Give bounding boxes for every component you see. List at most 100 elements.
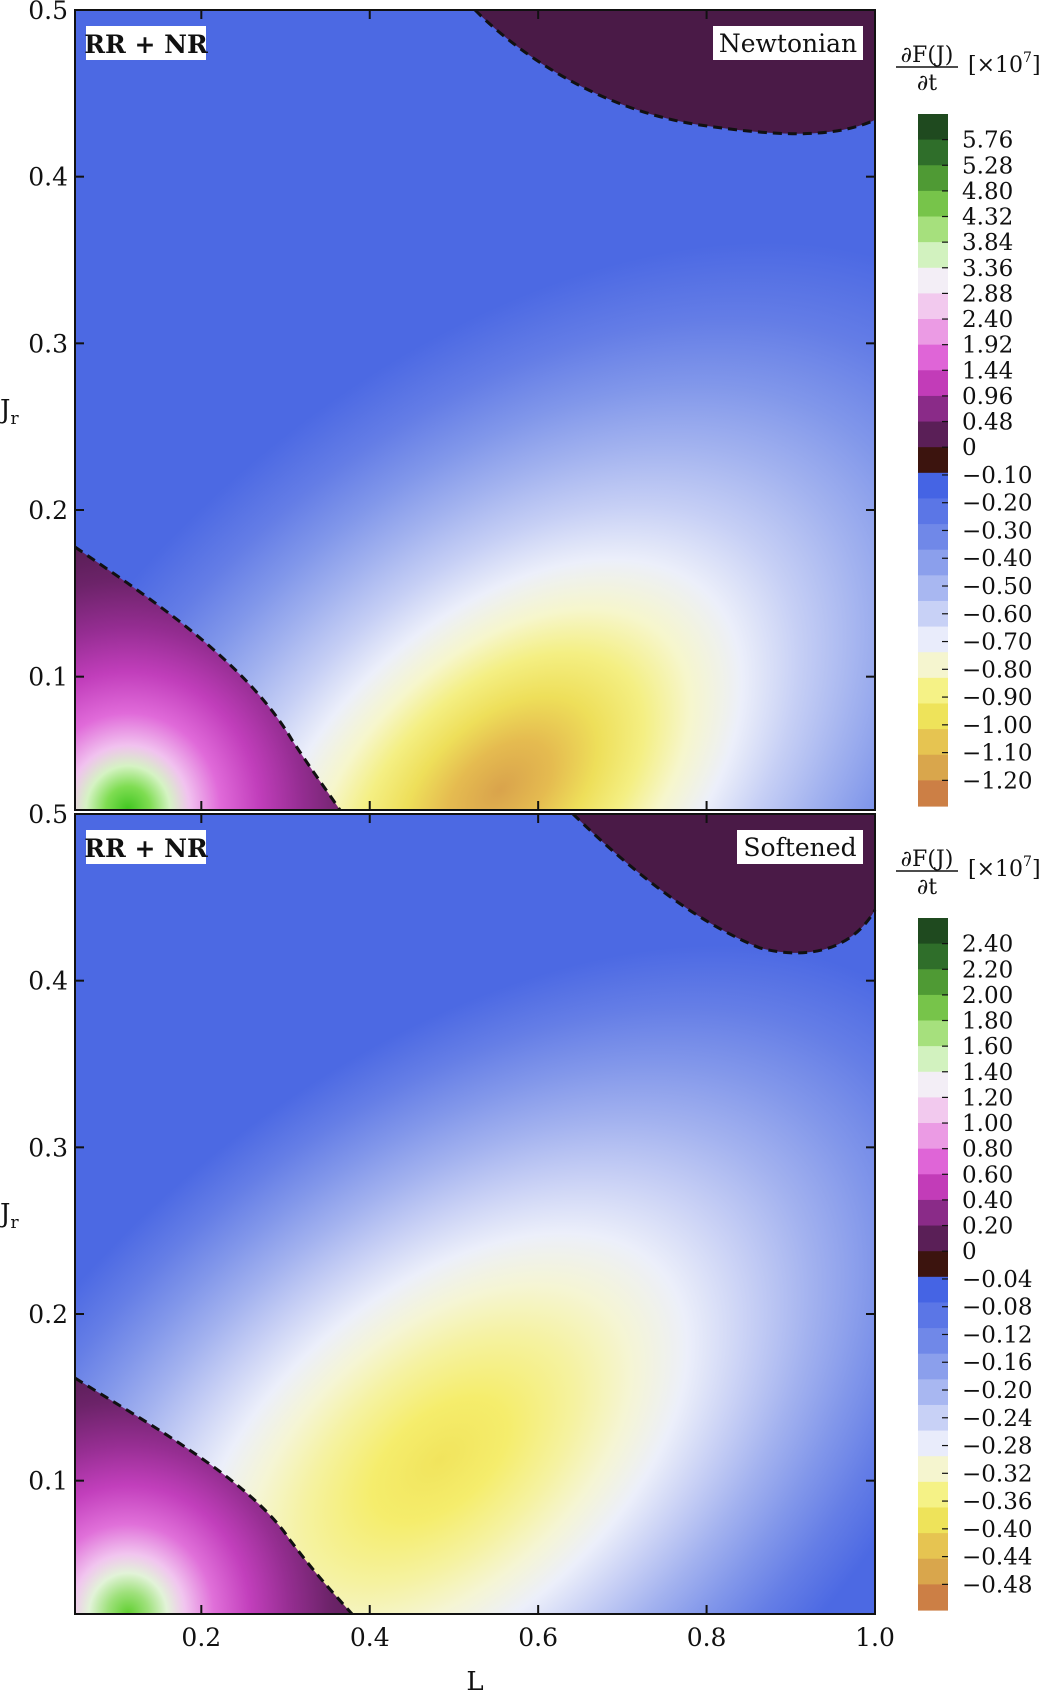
y-tick-label: 0.1 (28, 663, 68, 692)
colorbar-swatch (918, 242, 948, 269)
y-tick-label: 0.2 (28, 496, 68, 525)
plot-frame (74, 9, 876, 811)
y-tick-label: 0.5 (28, 0, 68, 25)
colorbar-label: −0.32 (962, 1461, 1032, 1487)
colorbar-label: −0.50 (962, 574, 1032, 600)
colorbar-label: −0.30 (962, 518, 1032, 544)
colorbar-label: 4.80 (962, 179, 1013, 205)
colorbar-title: ∂F(J) ∂t [×107] (896, 847, 1041, 900)
colorbar-label: −0.04 (962, 1267, 1032, 1293)
colorbar-swatch (918, 1328, 948, 1355)
colorbar-label: −0.20 (962, 491, 1032, 517)
colorbar-swatch (918, 216, 948, 243)
colorbar-swatch (918, 1071, 948, 1099)
zero-contour-top-right (473, 8, 876, 136)
colorbar-label: −0.60 (962, 602, 1032, 628)
colorbar-swatch (918, 1379, 948, 1406)
right-tag: Softened (737, 830, 863, 864)
colorbar-label: 5.28 (962, 153, 1013, 179)
colorbar-label: −0.70 (962, 630, 1032, 656)
left-tag: RR + NR (84, 26, 208, 60)
colorbar-label: −0.20 (962, 1378, 1032, 1404)
y-tick-labels: 0.1 0.2 0.3 0.4 0.5 (28, 0, 68, 692)
colorbar-label: 4.32 (962, 205, 1013, 231)
colorbar-label: −0.40 (962, 546, 1032, 572)
colorbar-title: ∂F(J) ∂t [×107] (896, 43, 1041, 96)
colorbar-label: 0.80 (962, 1137, 1013, 1163)
colorbar-label: −0.08 (962, 1295, 1032, 1321)
colorbar-swatch (918, 549, 948, 576)
colorbar-label: 2.88 (962, 281, 1013, 307)
zero-contour-corner (74, 545, 342, 811)
colorbar-swatch (918, 703, 948, 730)
contour-panel-newtonian: 0.1 0.2 0.3 0.4 0.5 Jr RR + NR Newtonian ∂F(… (0, 0, 1041, 811)
colorbar-label: −0.16 (962, 1350, 1032, 1376)
colorbar-swatch (918, 1123, 948, 1150)
colorbar-label: 0.40 (962, 1188, 1013, 1214)
colorbar-swatch (918, 319, 948, 346)
colorbar-swatch (918, 165, 948, 192)
colorbar-label: −0.80 (962, 657, 1032, 683)
colorbar-swatch (918, 1533, 948, 1560)
colorbar-swatch (918, 1097, 948, 1124)
zero-contour-top-right (571, 812, 877, 955)
colorbar-label: −0.44 (962, 1545, 1032, 1571)
colorbar-swatch (918, 780, 948, 807)
right-tag: Newtonian (713, 26, 863, 60)
colorbar-swatch (918, 1148, 948, 1175)
colorbar-label: −1.10 (962, 741, 1032, 767)
colorbar-label: 1.80 (962, 1009, 1013, 1035)
colorbar-swatch (918, 918, 948, 945)
y-tick-label: 0.3 (28, 329, 68, 358)
x-tick-label: 0.2 (181, 1623, 221, 1652)
plot-frame (74, 813, 876, 1615)
colorbar-label: −0.12 (962, 1322, 1032, 1348)
colorbar-swatch (918, 370, 948, 397)
colorbar: 5.765.284.804.323.843.362.882.401.921.44… (918, 114, 1032, 807)
svg-text:RR + NR: RR + NR (84, 30, 208, 59)
colorbar-label: −0.24 (962, 1406, 1032, 1432)
colorbar-swatch (918, 754, 948, 781)
colorbar-label: −1.20 (962, 768, 1032, 794)
colorbar-label: 3.36 (962, 256, 1013, 282)
colorbar-label: 0 (962, 435, 977, 461)
svg-text:RR + NR: RR + NR (84, 834, 208, 863)
y-tick-label: 0.3 (28, 1133, 68, 1162)
x-tick-label: 0.4 (350, 1623, 390, 1652)
colorbar-label: 2.20 (962, 957, 1013, 983)
svg-text:∂t: ∂t (917, 71, 937, 96)
colorbar-label: 0.20 (962, 1214, 1013, 1240)
colorbar-label: −0.90 (962, 685, 1032, 711)
positive-region-corner (75, 547, 340, 810)
x-tick-label: 1.0 (855, 1623, 895, 1652)
colorbar-swatch (918, 626, 948, 653)
svg-text:∂t: ∂t (917, 875, 937, 900)
colorbar-swatch (918, 1174, 948, 1201)
svg-text:[×107]: [×107] (968, 50, 1041, 78)
colorbar-swatch (918, 190, 948, 218)
colorbar-swatch (918, 472, 948, 500)
colorbar-swatch (918, 652, 948, 679)
colorbar-swatch (918, 1584, 948, 1611)
y-tick-label: 0.4 (28, 163, 68, 192)
colorbar-swatch (918, 267, 948, 295)
colorbar-label: 1.00 (962, 1111, 1013, 1137)
colorbar-swatch (918, 575, 948, 602)
svg-text:Softened: Softened (743, 833, 856, 862)
colorbar-label: 1.92 (962, 333, 1013, 359)
colorbar-swatch (918, 994, 948, 1022)
left-tag: RR + NR (84, 830, 208, 864)
colorbar-swatch (918, 1481, 948, 1509)
colorbar-swatch (918, 114, 948, 141)
colorbar-label: −0.10 (962, 463, 1032, 489)
y-tick-label: 0.5 (28, 800, 68, 829)
x-tick-labels: 0.2 0.4 0.6 0.8 1.0 (181, 1623, 894, 1652)
colorbar-swatch (918, 1199, 948, 1227)
colorbar-swatch (918, 1558, 948, 1585)
y-tick-label: 0.4 (28, 967, 68, 996)
y-tick-label: 0.1 (28, 1467, 68, 1496)
colorbar-swatch (918, 447, 948, 474)
colorbar-swatch (918, 729, 948, 756)
colorbar-swatch (918, 677, 948, 705)
colorbar-label: 3.84 (962, 230, 1013, 256)
